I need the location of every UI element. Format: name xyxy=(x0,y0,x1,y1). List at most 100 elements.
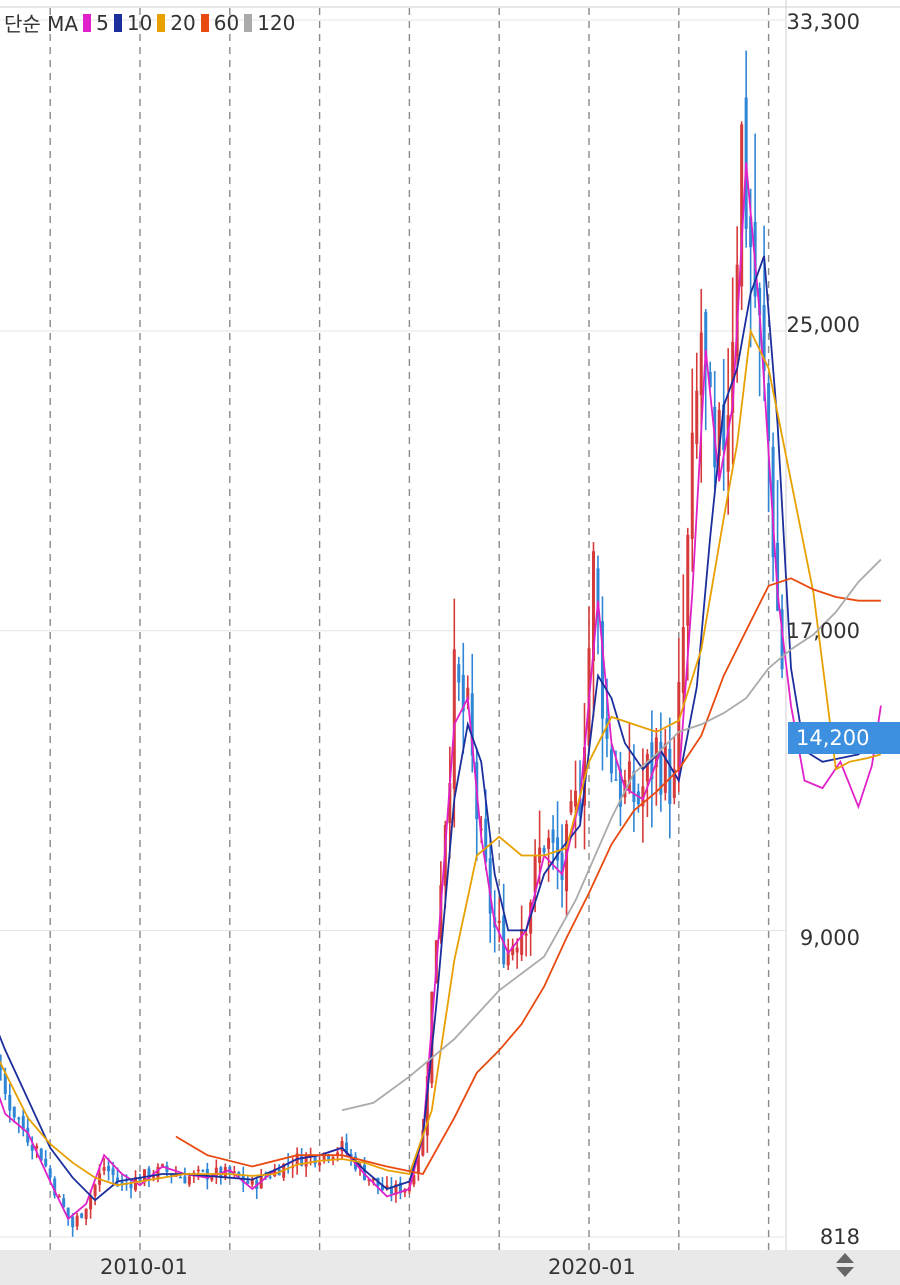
candle-body xyxy=(515,947,519,953)
candle-body xyxy=(452,649,456,790)
candle-body xyxy=(533,854,537,893)
candle-body xyxy=(421,1130,425,1156)
candle-body xyxy=(187,1176,191,1185)
ma-line-120 xyxy=(341,558,882,1112)
candle-body xyxy=(129,1184,133,1189)
candle-body xyxy=(466,687,470,700)
candle-body xyxy=(740,124,744,287)
candle-body xyxy=(574,790,578,807)
candle-body xyxy=(488,858,492,914)
candle-body xyxy=(551,829,555,843)
candle-body xyxy=(690,432,694,539)
candle-body xyxy=(618,768,622,807)
candle-body xyxy=(547,837,551,849)
candle-body xyxy=(578,798,582,816)
candle-body xyxy=(304,1155,308,1167)
candle-body xyxy=(138,1177,142,1183)
candle-body xyxy=(695,390,699,445)
candle-body xyxy=(39,1148,43,1161)
candle-body xyxy=(102,1167,106,1171)
candle-body xyxy=(156,1166,160,1178)
candle-body xyxy=(147,1168,151,1180)
stock-chart[interactable] xyxy=(0,0,900,1250)
x-axis-bar xyxy=(0,1250,900,1285)
candle-body xyxy=(26,1127,30,1143)
candle-body xyxy=(596,568,600,616)
axis-scroll-button[interactable] xyxy=(830,1250,860,1280)
candle-body xyxy=(48,1168,52,1178)
candle-body xyxy=(3,1073,7,1094)
candle-body xyxy=(363,1164,366,1180)
legend-swatch-5 xyxy=(83,13,92,32)
legend-label-120: 120 xyxy=(257,10,296,35)
candle-body xyxy=(93,1184,97,1196)
y-tick-label: 17,000 xyxy=(786,619,860,643)
candle-body xyxy=(506,950,510,966)
candle-body xyxy=(672,769,676,798)
candle-body xyxy=(345,1142,349,1154)
candle-body xyxy=(771,446,775,558)
candle-body xyxy=(322,1153,326,1160)
candle-body xyxy=(71,1216,75,1228)
candle-body xyxy=(502,915,506,965)
candle-body xyxy=(21,1115,25,1130)
y-tick-label: 9,000 xyxy=(799,926,860,950)
candle-body xyxy=(511,946,515,956)
legend-swatch-10 xyxy=(113,13,122,32)
candle-body xyxy=(250,1179,254,1185)
x-tick-label: 2020-01 xyxy=(548,1255,636,1279)
candle-body xyxy=(12,1106,16,1118)
candle-body xyxy=(75,1215,79,1227)
candle-body xyxy=(524,933,528,936)
candle-body xyxy=(780,609,784,670)
candle-body xyxy=(44,1158,48,1166)
candle-body xyxy=(35,1145,39,1149)
candle-body xyxy=(398,1182,402,1194)
candle-body xyxy=(708,371,712,388)
candle-body xyxy=(704,311,708,358)
candle-body xyxy=(726,415,730,472)
candle-body xyxy=(53,1178,57,1196)
ma-line-10 xyxy=(0,255,881,1202)
candle-body xyxy=(385,1185,389,1189)
candle-body xyxy=(151,1176,155,1178)
candle-body xyxy=(394,1184,398,1195)
candle-body xyxy=(686,534,690,626)
candle-body xyxy=(609,749,613,774)
candle-body xyxy=(111,1168,115,1176)
candle-body xyxy=(569,801,573,813)
x-tick-label: 2010-01 xyxy=(100,1255,188,1279)
candle-body xyxy=(659,741,663,795)
candle-body xyxy=(268,1176,272,1179)
candle-body xyxy=(340,1141,344,1152)
candle-body xyxy=(412,1175,416,1185)
candle-body xyxy=(461,674,465,712)
candle-body xyxy=(677,682,681,770)
candle-body xyxy=(430,991,434,1084)
candle-body xyxy=(520,929,524,955)
candle-body xyxy=(641,786,645,807)
candle-body xyxy=(699,332,703,396)
candle-body xyxy=(160,1164,164,1167)
candle-body xyxy=(331,1157,335,1161)
candle-body xyxy=(497,920,501,924)
candle-body xyxy=(84,1208,88,1219)
candle-body xyxy=(8,1094,12,1111)
candle-body xyxy=(605,718,609,740)
current-price-tag: 14,200 xyxy=(788,722,900,754)
candle-body xyxy=(591,551,595,661)
candle-body xyxy=(560,852,564,881)
candle-body xyxy=(210,1177,214,1181)
candle-body xyxy=(30,1145,34,1151)
candle-body xyxy=(232,1171,236,1173)
candle-body xyxy=(120,1182,124,1184)
candle-body xyxy=(80,1213,84,1218)
candle-body xyxy=(758,287,762,316)
candle-body xyxy=(183,1176,187,1184)
candle-body xyxy=(0,1068,3,1070)
y-tick-label: 33,300 xyxy=(786,10,860,34)
candle-body xyxy=(470,693,474,756)
candle-body xyxy=(717,409,721,457)
candle-body xyxy=(201,1170,205,1172)
legend-label-10: 10 xyxy=(126,10,153,35)
